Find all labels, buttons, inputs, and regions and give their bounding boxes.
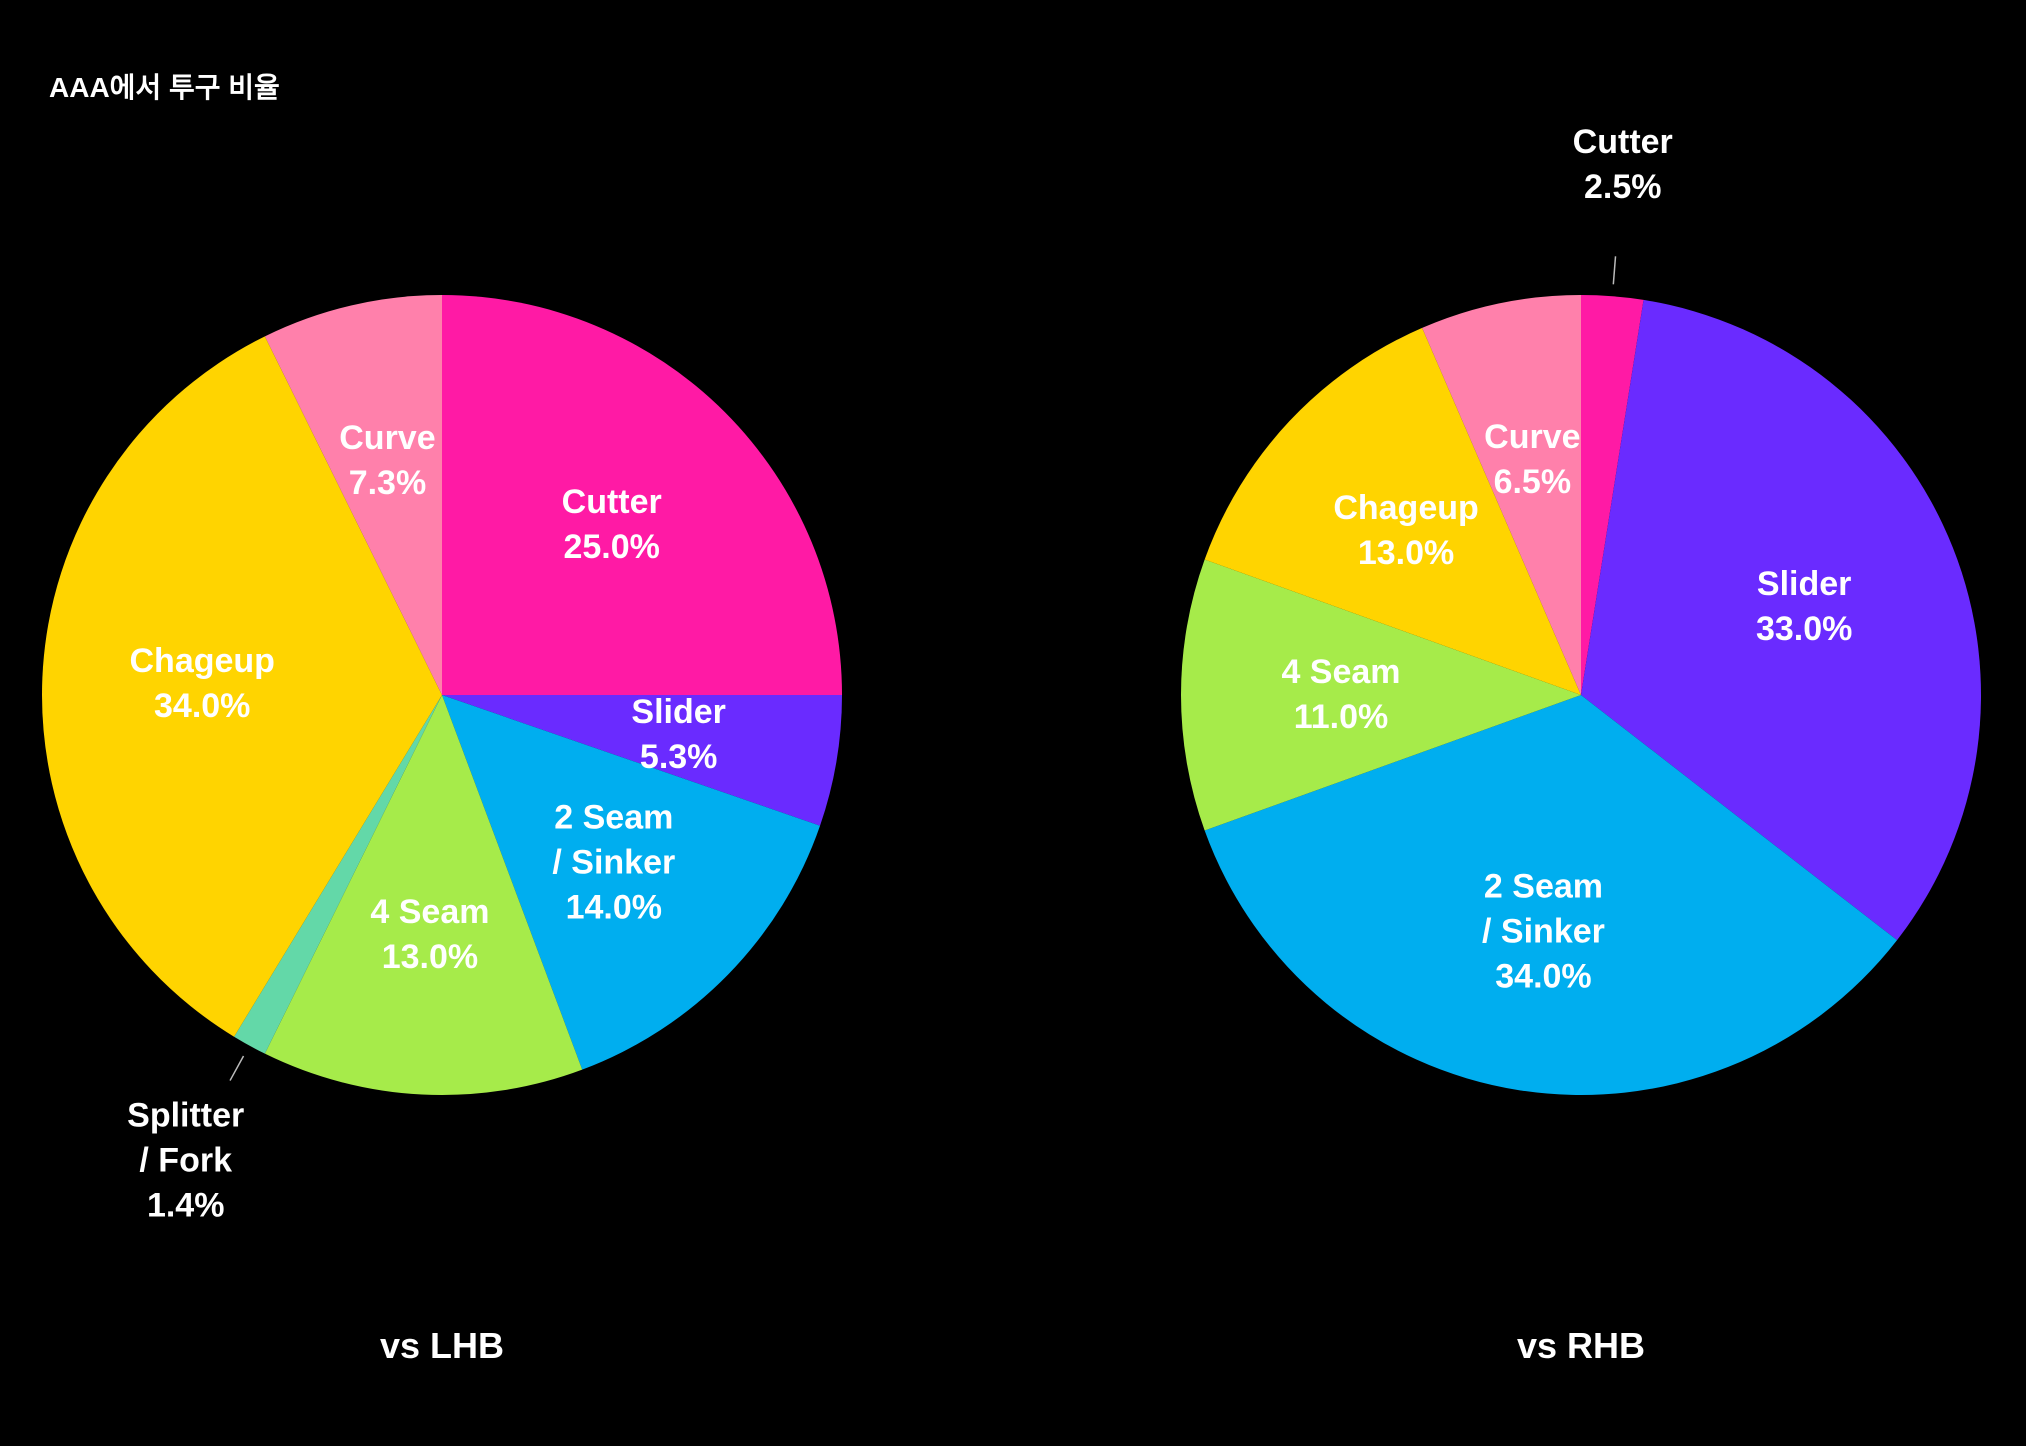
value-label: 33.0% xyxy=(1755,609,1853,648)
value-label: 25.0% xyxy=(563,528,660,567)
pie-slice xyxy=(264,695,583,1095)
value-label: 34.0% xyxy=(154,687,251,726)
category-label: Curve xyxy=(339,419,436,458)
pie-slice xyxy=(1204,327,1581,695)
pie-slice xyxy=(442,695,821,1070)
category-label: Chageup xyxy=(1333,488,1479,527)
category-label: Splitter / Fork xyxy=(127,1096,245,1180)
chart-subtitle: vs RHB xyxy=(1516,1325,1646,1366)
category-label: 4 Seam xyxy=(370,892,490,931)
pie-slice xyxy=(234,695,442,1054)
data-label: Splitter / Fork 1.4% xyxy=(127,1094,244,1229)
data-label: Cutter 2.5% xyxy=(1573,120,1673,210)
data-label: Curve 6.5% xyxy=(1484,415,1580,505)
pie-slice xyxy=(42,336,442,1037)
pie-slice xyxy=(1204,695,1898,1096)
value-label: 7.3% xyxy=(348,464,427,503)
data-label: Slider 33.0% xyxy=(1756,562,1852,652)
value-label: 14.0% xyxy=(565,888,663,927)
category-label: Curve xyxy=(1484,417,1581,456)
value-label: 6.5% xyxy=(1493,462,1572,501)
value-label: 34.0% xyxy=(1495,957,1592,996)
value-label: 5.3% xyxy=(639,737,718,776)
category-label: Chageup xyxy=(129,642,275,681)
pie-slice xyxy=(442,295,842,695)
data-label: Cutter 25.0% xyxy=(562,480,662,570)
category-label: Slider xyxy=(631,692,726,731)
page-title: AAA에서 투구 비율 xyxy=(49,72,280,103)
value-label: 13.0% xyxy=(1357,533,1455,572)
data-label: Slider 5.3% xyxy=(631,690,725,780)
data-label: 2 Seam / Sinker 34.0% xyxy=(1482,865,1605,1000)
data-label: 4 Seam 11.0% xyxy=(1281,650,1400,740)
pie-slice xyxy=(1581,299,1981,941)
data-label: 4 Seam 13.0% xyxy=(370,890,489,980)
category-label: 2 Seam / Sinker xyxy=(552,798,676,882)
pie-slice xyxy=(264,295,442,695)
data-label: 2 Seam / Sinker 14.0% xyxy=(552,795,675,930)
leader-line xyxy=(229,1055,245,1081)
chart-subtitle: vs LHB xyxy=(379,1325,505,1366)
category-label: Cutter xyxy=(1572,122,1673,161)
pie-slice xyxy=(1581,295,1644,695)
pie-slice xyxy=(1422,295,1581,695)
category-label: Slider xyxy=(1756,564,1852,603)
value-label: 2.5% xyxy=(1583,167,1662,206)
data-label: Chageup 13.0% xyxy=(1333,486,1478,576)
data-label: Chageup 34.0% xyxy=(129,639,274,729)
leader-line xyxy=(1612,256,1617,285)
value-label: 13.0% xyxy=(381,937,479,976)
category-label: Cutter xyxy=(561,483,662,522)
category-label: 4 Seam xyxy=(1281,653,1401,691)
pie-slice xyxy=(1181,559,1581,831)
category-label: 2 Seam / Sinker xyxy=(1482,867,1605,951)
value-label: 11.0% xyxy=(1293,698,1389,736)
value-label: 1.4% xyxy=(146,1186,225,1225)
data-label: Curve 7.3% xyxy=(339,416,435,506)
pie-slice xyxy=(442,695,842,826)
